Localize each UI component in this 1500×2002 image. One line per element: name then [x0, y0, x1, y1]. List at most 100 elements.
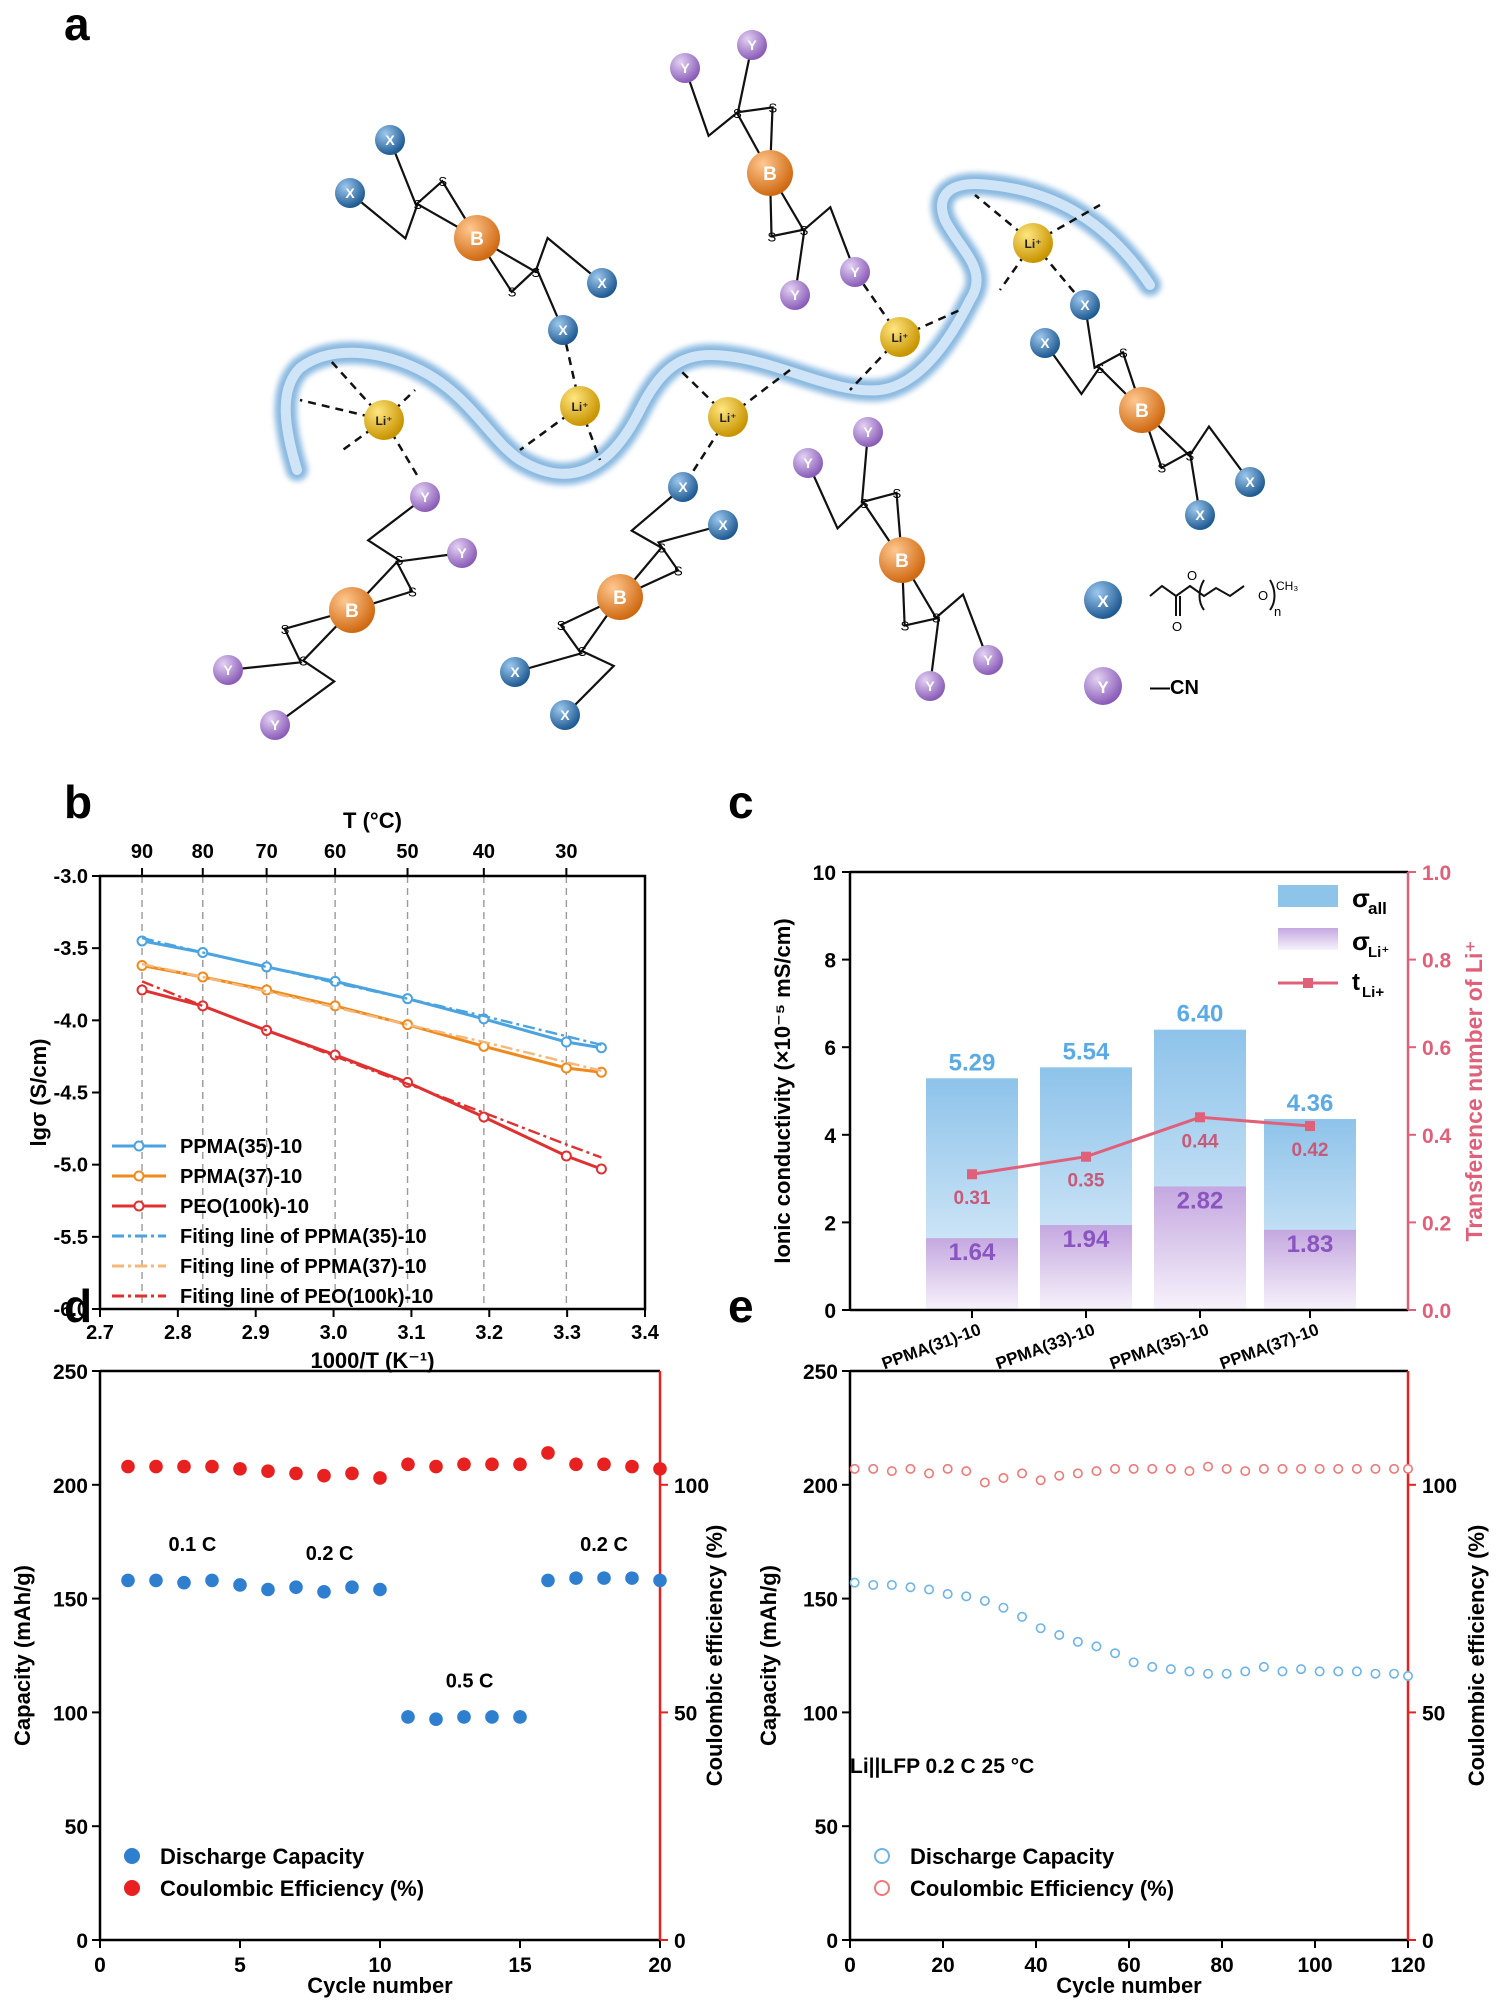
sulfur-label: S: [893, 486, 902, 501]
boron-atom: [329, 587, 375, 633]
y-tick-label: 50: [815, 1816, 838, 1839]
legend-label-t: t: [1352, 969, 1360, 996]
ce-point: [1277, 1463, 1288, 1474]
y2-axis-title: Coulombic efficiency (%): [1464, 1525, 1489, 1787]
boron-atom: [879, 537, 925, 583]
capacity-point: [345, 1580, 359, 1595]
bond: [860, 431, 904, 561]
capacity-point: [1403, 1670, 1414, 1681]
capacity-point: [401, 1710, 415, 1724]
x-group-sphere: [1070, 290, 1100, 320]
x-tick-label: 80: [1210, 1954, 1233, 1977]
legend-y-letter: Y: [1097, 678, 1109, 697]
ce-point: [1240, 1466, 1251, 1477]
y-tick-label: 150: [803, 1589, 838, 1612]
series-line: [141, 936, 602, 1047]
lithium-label: Li⁺: [376, 414, 393, 428]
x-tick-label: PPMA(33)-10: [993, 1320, 1097, 1373]
ce-point: [401, 1457, 415, 1472]
panel-e-letter: e: [728, 1280, 754, 1332]
boron-label: B: [345, 601, 359, 622]
ce-point: [1017, 1468, 1028, 1479]
sulfur-label: S: [557, 618, 566, 633]
sulfur-label: S: [578, 644, 587, 659]
boron-label: B: [613, 588, 627, 609]
bond: [274, 609, 353, 726]
x-group-label: X: [678, 479, 688, 495]
transference-label: 0.35: [1068, 1171, 1105, 1192]
y-group-label: Y: [270, 717, 280, 733]
y-tick-label: 100: [803, 1702, 838, 1725]
y-tick-label: -4.0: [54, 1010, 88, 1032]
x-group-label: X: [597, 275, 607, 291]
sulfur-label: S: [414, 197, 423, 212]
sulfur-label: S: [1186, 449, 1195, 464]
y-group-label: Y: [790, 287, 800, 303]
capacity-point: [1221, 1668, 1232, 1679]
y2-tick-label: 0.0: [1422, 1300, 1451, 1323]
legend-label: Discharge Capacity: [160, 1844, 365, 1869]
data-point: [560, 1036, 572, 1048]
capacity-point: [1333, 1666, 1344, 1677]
y2-tick-label: 0.2: [1422, 1212, 1451, 1235]
ce-point: [1403, 1463, 1414, 1474]
capacity-point: [1165, 1664, 1176, 1675]
x-tick-label: 2.7: [86, 1322, 114, 1344]
bar-sigma-all-label: 6.40: [1177, 1001, 1224, 1028]
sulfur-label: S: [800, 223, 809, 238]
coordination-bond: [382, 419, 422, 481]
y-tick-label: -5.5: [54, 1227, 88, 1249]
x-tick-label: 0: [94, 1954, 106, 1977]
sulfur-label: S: [299, 654, 308, 669]
bond: [683, 67, 771, 174]
legend-x-sphere: [1084, 581, 1122, 619]
legend-label-sigma-all: σ: [1352, 883, 1370, 913]
y-group-label: Y: [457, 545, 467, 561]
y2-tick-label: 0.4: [1422, 1125, 1452, 1148]
x-tick-label: 2.9: [242, 1322, 270, 1344]
y-group-sphere: [410, 482, 440, 512]
ce-point: [429, 1459, 443, 1474]
sulfur-label: S: [1096, 361, 1105, 376]
x-group-sphere: [1235, 467, 1265, 497]
x-group-sphere: [335, 178, 365, 208]
transference-point: [1081, 1151, 1091, 1162]
ce-point: [205, 1459, 219, 1474]
bond: [227, 608, 353, 672]
lithium-ion: [880, 317, 920, 357]
x-group-label: X: [1245, 474, 1255, 490]
bond: [476, 236, 603, 284]
transference-label: 0.31: [954, 1188, 991, 1209]
bond: [564, 596, 621, 716]
legend-label: Coulombic Efficiency (%): [160, 1876, 424, 1901]
x-group-sphere: [500, 657, 530, 687]
data-point: [560, 1062, 572, 1074]
ce-point: [1091, 1466, 1102, 1477]
bar-sigma-li: [926, 1238, 1018, 1310]
ce-point: [345, 1466, 359, 1481]
ce-point: [1221, 1463, 1232, 1474]
capacity-point: [597, 1571, 611, 1585]
sulfur-label: S: [408, 584, 417, 599]
capacity-point: [1240, 1666, 1251, 1677]
capacity-point: [998, 1602, 1009, 1613]
y-group-label: Y: [680, 60, 690, 76]
x-group-label: X: [718, 517, 728, 533]
x-tick-label: 120: [1390, 1954, 1425, 1977]
x-tick-label: 20: [648, 1954, 671, 1977]
y-tick-label: 0: [76, 1930, 88, 1953]
ce-point: [1110, 1463, 1121, 1474]
ce-point: [1035, 1475, 1046, 1486]
lithium-ion: [560, 386, 600, 426]
x-tick-label: PPMA(37)-10: [1217, 1320, 1321, 1373]
panel-c-letter: c: [728, 776, 754, 828]
x-group-sphere: [1030, 328, 1060, 358]
capacity-point: [149, 1573, 163, 1588]
x-tick-label: 2.8: [164, 1322, 192, 1344]
capacity-point: [457, 1710, 471, 1724]
lithium-ion: [364, 400, 404, 440]
bond: [768, 172, 806, 296]
x-tick-label: 100: [1297, 1954, 1332, 1977]
lithium-ion: [1013, 223, 1053, 263]
